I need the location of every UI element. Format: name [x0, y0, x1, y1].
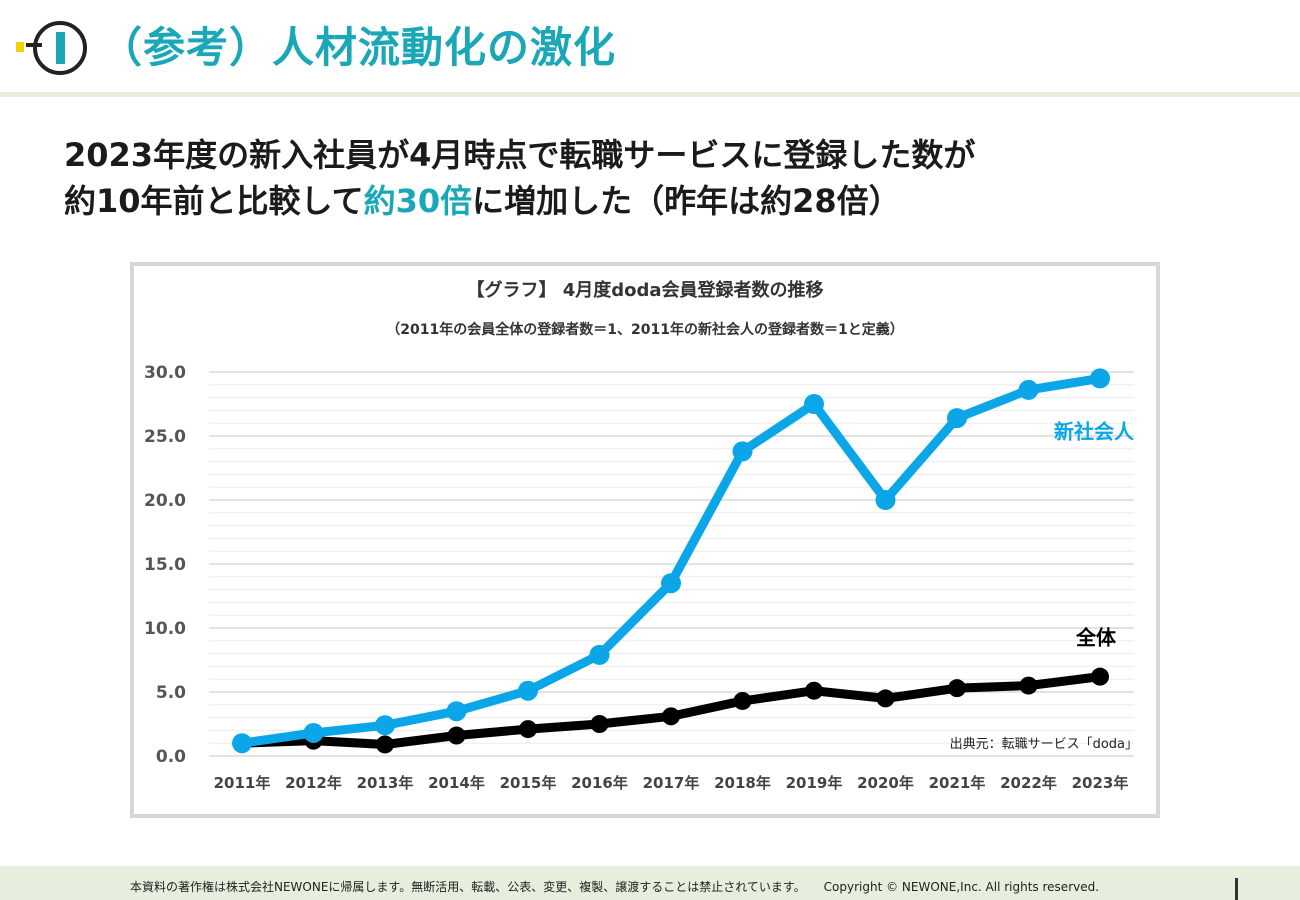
x-tick-label: 2019年 [786, 774, 843, 792]
data-point-new-grad [1090, 368, 1110, 389]
x-tick-label: 2018年 [714, 774, 771, 792]
headline-accent: 約30倍 [363, 182, 473, 220]
data-point-all [519, 720, 537, 739]
data-point-new-grad [875, 490, 896, 510]
x-tick-label: 2023年 [1072, 774, 1129, 792]
data-point-all [447, 726, 466, 745]
x-tick-label: 2021年 [929, 774, 986, 792]
y-tick-label: 5.0 [156, 683, 186, 703]
x-tick-label: 2011年 [214, 774, 271, 792]
data-point-new-grad [732, 441, 753, 462]
data-point-all [590, 715, 609, 733]
data-point-new-grad [303, 722, 324, 743]
x-tick-label: 2020年 [857, 774, 914, 792]
x-tick-label: 2014年 [428, 774, 485, 792]
y-tick-label: 25.0 [144, 427, 186, 447]
x-tick-label: 2012年 [285, 774, 342, 792]
y-tick-label: 0.0 [156, 747, 186, 767]
headline: 2023年度の新入社員が4月時点で転職サービスに登録した数が 約10年前と比較し… [64, 132, 975, 224]
line-chart: 【グラフ】 4月度doda会員登録者数の推移 （2011年の会員全体の登録者数＝1… [144, 279, 1138, 792]
newone-logo-icon [16, 21, 87, 75]
y-tick-label: 30.0 [144, 363, 186, 383]
data-point-all [1091, 667, 1109, 686]
x-tick-label: 2022年 [1000, 774, 1057, 792]
x-tick-label: 2013年 [357, 774, 414, 792]
data-point-new-grad [232, 733, 252, 754]
y-tick-label: 10.0 [144, 619, 186, 639]
data-point-all [805, 681, 823, 700]
slide-header: （参考）人材流動化の激化 [0, 0, 1300, 92]
source-note: 出典元：転職サービス「doda」 [950, 737, 1138, 752]
data-point-all [948, 679, 966, 698]
data-point-all [876, 689, 895, 708]
data-point-new-grad [375, 715, 395, 736]
chart-title: 【グラフ】 4月度doda会員登録者数の推移 [466, 279, 823, 301]
copyright-text: 本資料の著作権は株式会社NEWONEに帰属します。無断活用、転載、公表、変更、複… [130, 880, 1100, 894]
data-point-new-grad [589, 644, 610, 665]
data-point-new-grad [661, 573, 681, 594]
data-point-all [733, 691, 752, 710]
series-label-new-grad: 新社会人 [1054, 419, 1135, 443]
headline-line-2-prefix: 約10年前と比較して [64, 182, 364, 220]
footer: 本資料の著作権は株式会社NEWONEに帰属します。無断活用、転載、公表、変更、複… [0, 866, 1300, 900]
data-point-new-grad [446, 701, 467, 722]
data-point-new-grad [947, 408, 967, 429]
data-point-new-grad [804, 394, 824, 414]
data-point-all [1019, 676, 1038, 695]
y-tick-label: 15.0 [144, 555, 186, 575]
y-tick-label: 20.0 [144, 491, 186, 511]
data-point-new-grad [1018, 379, 1039, 400]
x-tick-label: 2016年 [571, 774, 628, 792]
page-title: （参考）人材流動化の激化 [100, 23, 617, 72]
header-divider [0, 92, 1300, 97]
chart-frame: 【グラフ】 4月度doda会員登録者数の推移 （2011年の会員全体の登録者数＝1… [130, 262, 1160, 818]
footer-divider [1235, 878, 1238, 900]
headline-line-2: 約10年前と比較して約30倍に増加した（昨年は約28倍） [64, 178, 975, 224]
chart-subtitle: （2011年の会員全体の登録者数＝1、2011年の新社会人の登録者数＝1と定義） [386, 321, 903, 338]
data-point-all [376, 735, 394, 754]
x-tick-label: 2015年 [500, 774, 557, 792]
data-point-all [662, 707, 680, 726]
data-point-new-grad [518, 680, 538, 701]
headline-line-2-suffix: に増加した（昨年は約28倍） [472, 182, 901, 220]
series-label-all: 全体 [1075, 626, 1117, 650]
headline-line-1: 2023年度の新入社員が4月時点で転職サービスに登録した数が [64, 136, 976, 174]
x-tick-label: 2017年 [643, 774, 700, 792]
